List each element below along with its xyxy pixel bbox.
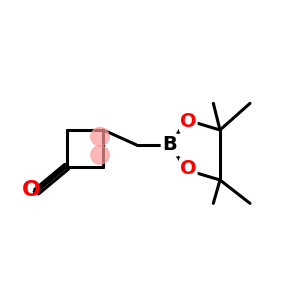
- Text: B: B: [163, 136, 177, 154]
- Text: O: O: [22, 180, 41, 200]
- Text: O: O: [180, 159, 196, 178]
- Circle shape: [91, 128, 109, 146]
- Text: O: O: [180, 112, 196, 131]
- Circle shape: [91, 146, 109, 164]
